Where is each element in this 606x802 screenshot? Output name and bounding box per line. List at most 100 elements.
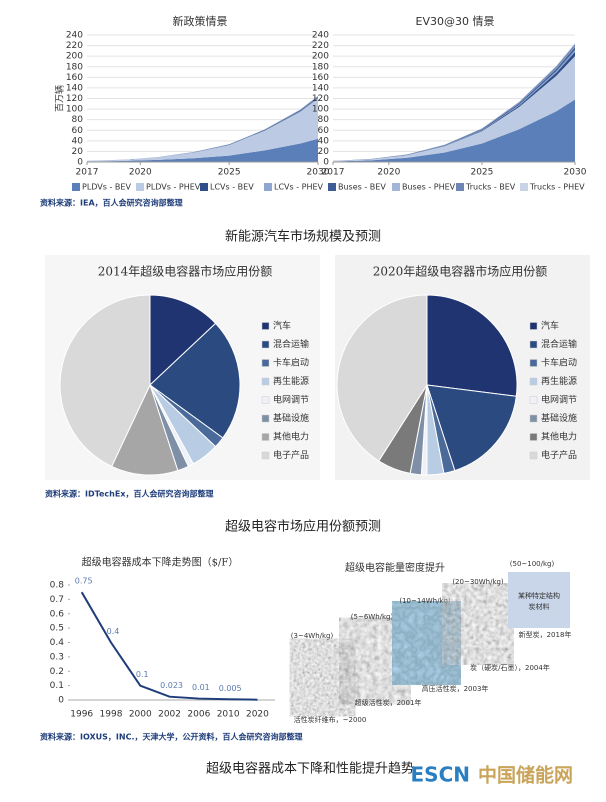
y-tick-label: 60 — [318, 126, 330, 136]
range-label: (50~100/kg) — [510, 560, 555, 568]
legend-label: Trucks - BEV — [465, 183, 516, 192]
legend-label: 电子产品 — [273, 449, 309, 461]
era-label: 超级活性炭，2001年 — [355, 698, 422, 707]
x-tick-label: 2020 — [129, 168, 152, 178]
y-tick-label: 0.8 — [50, 581, 65, 591]
x-tick-label: 2025 — [218, 168, 241, 178]
data-label: 0.75 — [75, 577, 93, 586]
range-label: (3~4Wh/kg) — [291, 632, 334, 640]
y-tick-label: 200 — [66, 52, 83, 62]
legend-marker — [456, 183, 464, 191]
range-label: (5~6Wh/kg) — [351, 613, 394, 621]
x-tick-label: 2030 — [564, 168, 587, 178]
legend-marker — [529, 414, 538, 423]
x-tick-label: 2002 — [158, 710, 181, 720]
legend-marker — [136, 183, 144, 191]
y-tick-label: 0.5 — [50, 624, 64, 634]
box-text: 炭材料 — [529, 602, 550, 611]
y-tick-label: 40 — [318, 136, 330, 146]
watermark-logo: ESCN — [411, 763, 470, 787]
chart-title: 2014年超级电容器市场应用份额 — [98, 264, 273, 279]
legend-marker — [261, 414, 270, 423]
legend-label: 电网调节 — [541, 394, 577, 406]
area — [333, 99, 575, 162]
pie-slice — [111, 383, 179, 476]
legend-label: 汽车 — [541, 320, 559, 332]
box-text: 某种特定结构 — [518, 591, 560, 600]
chart-title: EV30@30 情景 — [416, 15, 495, 28]
y-tick-label: 200 — [312, 52, 329, 62]
x-tick-label: 1998 — [100, 710, 123, 720]
x-tick-label: 2000 — [129, 710, 152, 720]
area — [87, 98, 318, 162]
legend-marker — [261, 359, 270, 367]
legend-label: 汽车 — [273, 320, 291, 332]
area — [333, 56, 575, 162]
range-label: (20~30Wh/kg) — [452, 578, 504, 586]
legend-marker — [261, 377, 270, 386]
legend-label: 电子产品 — [541, 449, 577, 461]
legend-marker — [529, 340, 538, 349]
y-tick-label: 0.6 — [50, 609, 65, 619]
x-tick-label: 2017 — [76, 168, 99, 178]
legend-marker — [261, 322, 270, 330]
legend-label: 再生能源 — [541, 375, 577, 387]
legend-marker — [261, 451, 270, 460]
caption: 超级电容市场应用份额预测 — [225, 519, 381, 535]
legend-marker — [264, 183, 272, 191]
figure-title: 超级电容能量密度提升 — [345, 561, 445, 574]
legend-label: 电网调节 — [273, 394, 309, 406]
source: 资料来源：IOXUS，INC.，天津大学，公开资料，百人会研究咨询部整理 — [40, 732, 303, 742]
legend-label: PLDVs - PHEV — [146, 183, 201, 192]
legend-label: 其他电力 — [541, 431, 577, 443]
legend-marker — [392, 183, 400, 191]
legend-label: 卡车启动 — [541, 357, 577, 369]
chart-title: 超级电容器成本下降走势图（$/F） — [82, 556, 239, 569]
x-tick-label: 2020 — [377, 168, 400, 178]
data-label: 0.1 — [136, 670, 149, 679]
legend-label: LCVs - BEV — [210, 183, 254, 192]
chart-title: 新政策情景 — [173, 14, 228, 28]
y-tick-label: 0.1 — [50, 681, 64, 691]
legend-label: 混合运输 — [273, 338, 309, 350]
legend-marker — [328, 183, 336, 191]
line — [80, 591, 258, 701]
y-tick-label: 100 — [312, 105, 329, 115]
legend-marker — [72, 183, 80, 191]
legend-label: Trucks - PHEV — [529, 183, 585, 192]
y-tick-label: 220 — [312, 41, 329, 51]
y-tick-label: 180 — [66, 62, 83, 72]
legend-marker — [529, 377, 538, 386]
legend-label: Buses - BEV — [338, 183, 386, 192]
legend-label: 基础设施 — [541, 412, 577, 424]
source: 资料来源：IDTechEx，百人会研究咨询部整理 — [45, 489, 214, 499]
era-label: 新型炭，2018年 — [519, 630, 572, 639]
y-tick-label: 180 — [312, 62, 329, 72]
data-label: 0.4 — [107, 627, 120, 636]
y-tick-label: 140 — [66, 83, 83, 93]
y-tick-label: 0.2 — [50, 667, 64, 677]
legend-marker — [520, 183, 528, 191]
y-tick-label: 0.7 — [50, 595, 64, 605]
y-tick-label: 40 — [72, 136, 84, 146]
y-tick-label: 20 — [72, 147, 84, 157]
pie-slice — [426, 294, 518, 397]
pie-slice — [149, 294, 217, 387]
x-tick-label: 2025 — [470, 168, 493, 178]
y-tick-label: 20 — [318, 147, 330, 157]
legend-label: 其他电力 — [273, 431, 309, 443]
y-tick-label: 140 — [312, 83, 329, 93]
legend-label: 基础设施 — [273, 412, 309, 424]
y-tick-label: 80 — [72, 115, 84, 125]
legend-marker — [529, 433, 538, 441]
y-tick-label: 120 — [66, 94, 83, 104]
legend-label: 再生能源 — [273, 375, 309, 387]
highlight-box — [508, 572, 570, 628]
era-label: 炭（硬炭/石墨），2004年 — [470, 663, 550, 672]
watermark-text: 中国储能网 — [478, 764, 573, 787]
data-label: 0.023 — [160, 681, 183, 690]
micrograph — [295, 645, 350, 710]
era-label: 高压活性炭，2003年 — [422, 684, 489, 693]
legend-label: 混合运输 — [541, 338, 577, 350]
y-tick-label: 160 — [66, 73, 83, 83]
